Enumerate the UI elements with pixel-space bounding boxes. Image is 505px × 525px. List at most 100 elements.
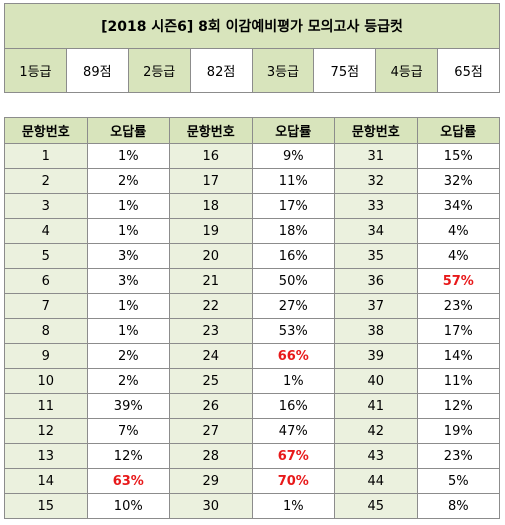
table-row: 9 2% 24 66% 39 14% bbox=[4, 343, 500, 369]
column-header-question-number: 문항번호 bbox=[4, 117, 88, 144]
wrong-rate-cell: 12% bbox=[416, 393, 500, 419]
wrong-rate-cell: 23% bbox=[416, 443, 500, 469]
question-number-cell: 31 bbox=[334, 143, 418, 169]
question-number-cell: 6 bbox=[4, 268, 88, 294]
grade-cut-row: 1등급 89점 2등급 82점 3등급 75점 4등급 65점 bbox=[5, 49, 499, 92]
wrong-rate-cell: 27% bbox=[251, 293, 335, 319]
table-row: 11 39% 26 16% 41 12% bbox=[4, 393, 500, 419]
wrong-rate-cell: 8% bbox=[416, 493, 500, 519]
wrong-rate-cell: 32% bbox=[416, 168, 500, 194]
table-row: 7 1% 22 27% 37 23% bbox=[4, 293, 500, 319]
wrong-rate-cell: 1% bbox=[251, 368, 335, 394]
table-row: 6 3% 21 50% 36 57% bbox=[4, 268, 500, 294]
question-number-cell: 34 bbox=[334, 218, 418, 244]
wrong-rate-cell: 23% bbox=[416, 293, 500, 319]
column-header-question-number: 문항번호 bbox=[169, 117, 253, 144]
wrong-rate-cell: 11% bbox=[251, 168, 335, 194]
grade-score-4: 65점 bbox=[438, 49, 499, 92]
wrong-rate-cell: 18% bbox=[251, 218, 335, 244]
table-body: 1 1% 16 9% 31 15% 2 2% 17 11% 32 32% 3 1% 18 17% 33 34% 4 1… bbox=[4, 143, 500, 519]
wrong-rate-cell: 4% bbox=[416, 218, 500, 244]
question-number-cell: 35 bbox=[334, 243, 418, 269]
question-number-cell: 8 bbox=[4, 318, 88, 344]
wrong-rate-cell: 34% bbox=[416, 193, 500, 219]
table-header-row: 문항번호 오답률 문항번호 오답률 문항번호 오답률 bbox=[4, 117, 500, 144]
question-number-cell: 38 bbox=[334, 318, 418, 344]
wrong-rate-cell-highlighted: 57% bbox=[416, 268, 500, 294]
table-row: 5 3% 20 16% 35 4% bbox=[4, 243, 500, 269]
grade-cut-box: [2018 시즌6] 8회 이감예비평가 모의고사 등급컷 1등급 89점 2등… bbox=[4, 3, 500, 93]
wrong-rate-cell: 1% bbox=[86, 318, 170, 344]
wrong-rate-cell: 17% bbox=[416, 318, 500, 344]
question-number-cell: 28 bbox=[169, 443, 253, 469]
question-number-cell: 11 bbox=[4, 393, 88, 419]
wrong-rate-cell: 14% bbox=[416, 343, 500, 369]
question-number-cell: 32 bbox=[334, 168, 418, 194]
question-number-cell: 36 bbox=[334, 268, 418, 294]
column-header-wrong-rate: 오답률 bbox=[86, 117, 170, 144]
wrong-rate-cell: 11% bbox=[416, 368, 500, 394]
wrong-rate-cell: 5% bbox=[416, 468, 500, 494]
grade-score-3: 75점 bbox=[314, 49, 377, 92]
question-number-cell: 9 bbox=[4, 343, 88, 369]
wrong-rate-cell: 1% bbox=[86, 293, 170, 319]
grade-label-1: 1등급 bbox=[5, 49, 67, 92]
table-row: 15 10% 30 1% 45 8% bbox=[4, 493, 500, 519]
wrong-rate-cell: 12% bbox=[86, 443, 170, 469]
question-number-cell: 1 bbox=[4, 143, 88, 169]
wrong-rate-cell: 50% bbox=[251, 268, 335, 294]
question-number-cell: 25 bbox=[169, 368, 253, 394]
question-number-cell: 40 bbox=[334, 368, 418, 394]
wrong-rate-cell: 39% bbox=[86, 393, 170, 419]
question-number-cell: 2 bbox=[4, 168, 88, 194]
question-number-cell: 30 bbox=[169, 493, 253, 519]
question-number-cell: 37 bbox=[334, 293, 418, 319]
wrong-rate-cell: 3% bbox=[86, 243, 170, 269]
question-number-cell: 41 bbox=[334, 393, 418, 419]
question-number-cell: 13 bbox=[4, 443, 88, 469]
page-title: [2018 시즌6] 8회 이감예비평가 모의고사 등급컷 bbox=[5, 4, 499, 49]
question-number-cell: 19 bbox=[169, 218, 253, 244]
wrong-rate-cell: 53% bbox=[251, 318, 335, 344]
question-number-cell: 27 bbox=[169, 418, 253, 444]
table-row: 2 2% 17 11% 32 32% bbox=[4, 168, 500, 194]
wrong-rate-cell-highlighted: 63% bbox=[86, 468, 170, 494]
question-number-cell: 14 bbox=[4, 468, 88, 494]
question-number-cell: 10 bbox=[4, 368, 88, 394]
wrong-rate-cell: 1% bbox=[86, 218, 170, 244]
wrong-rate-cell-highlighted: 67% bbox=[251, 443, 335, 469]
grade-score-1: 89점 bbox=[66, 49, 129, 92]
question-number-cell: 12 bbox=[4, 418, 88, 444]
table-row: 3 1% 18 17% 33 34% bbox=[4, 193, 500, 219]
question-number-cell: 45 bbox=[334, 493, 418, 519]
wrong-rate-cell: 2% bbox=[86, 343, 170, 369]
question-number-cell: 22 bbox=[169, 293, 253, 319]
column-header-wrong-rate: 오답률 bbox=[251, 117, 335, 144]
wrong-rate-cell: 9% bbox=[251, 143, 335, 169]
question-number-cell: 20 bbox=[169, 243, 253, 269]
grade-score-2: 82점 bbox=[190, 49, 253, 92]
question-number-cell: 21 bbox=[169, 268, 253, 294]
wrong-rate-cell: 4% bbox=[416, 243, 500, 269]
question-number-cell: 24 bbox=[169, 343, 253, 369]
column-header-wrong-rate: 오답률 bbox=[416, 117, 500, 144]
question-number-cell: 17 bbox=[169, 168, 253, 194]
table-row: 1 1% 16 9% 31 15% bbox=[4, 143, 500, 169]
table-row: 10 2% 25 1% 40 11% bbox=[4, 368, 500, 394]
question-number-cell: 18 bbox=[169, 193, 253, 219]
wrong-rate-cell: 16% bbox=[251, 393, 335, 419]
wrong-rate-cell: 15% bbox=[416, 143, 500, 169]
wrong-rate-cell-highlighted: 70% bbox=[251, 468, 335, 494]
wrong-rate-cell: 10% bbox=[86, 493, 170, 519]
wrong-answer-rate-table: 문항번호 오답률 문항번호 오답률 문항번호 오답률 1 1% 1 6 9% 31 15% 2… bbox=[4, 117, 500, 519]
question-number-cell: 7 bbox=[4, 293, 88, 319]
column-header-question-number: 문항번호 bbox=[334, 117, 418, 144]
wrong-rate-cell-highlighted: 66% bbox=[251, 343, 335, 369]
wrong-rate-cell: 1% bbox=[251, 493, 335, 519]
wrong-rate-cell: 7% bbox=[86, 418, 170, 444]
grade-label-4: 4등급 bbox=[376, 49, 439, 92]
table-row: 4 1% 19 18% 34 4% bbox=[4, 218, 500, 244]
question-number-cell: 15 bbox=[4, 493, 88, 519]
question-number-cell: 26 bbox=[169, 393, 253, 419]
table-row: 13 12% 28 67% 43 23% bbox=[4, 443, 500, 469]
